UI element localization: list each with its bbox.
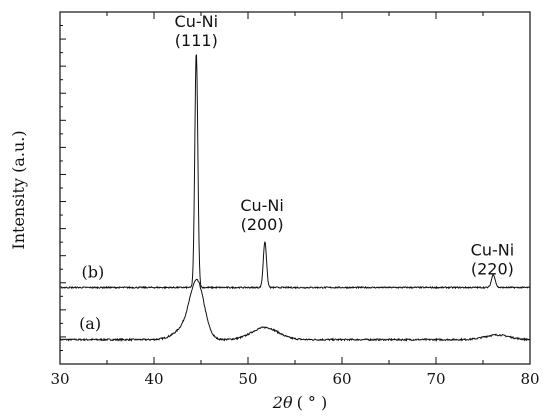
plot-frame bbox=[59, 11, 531, 365]
x-tick-label: 70 bbox=[426, 370, 445, 388]
x-axis-label-symbol: 2θ bbox=[272, 393, 293, 412]
series-group: (a) (b) bbox=[59, 54, 531, 343]
peak-annotation-index: (111) bbox=[175, 31, 218, 50]
x-tick-label: 30 bbox=[50, 370, 69, 388]
x-axis-label: 2θ( ° ) bbox=[272, 393, 327, 412]
x-tick-label: 50 bbox=[238, 370, 257, 388]
x-tick-label: 40 bbox=[144, 370, 163, 388]
axes: 30 40 50 60 70 80 bbox=[50, 11, 540, 388]
annotations: Cu-Ni(111)Cu-Ni(200)Cu-Ni(220) bbox=[175, 12, 515, 279]
peak-annotation-name: Cu-Ni bbox=[240, 196, 284, 215]
x-tick-label: 80 bbox=[520, 370, 539, 388]
y-axis-label: Intensity (a.u.) bbox=[9, 130, 28, 249]
series-line-a bbox=[59, 278, 531, 343]
curve-label: (b) bbox=[82, 262, 105, 281]
series-line-b bbox=[59, 54, 531, 290]
peak-annotation-index: (200) bbox=[241, 215, 284, 234]
x-axis-label-unit: ( ° ) bbox=[297, 393, 328, 412]
peak-annotation-name: Cu-Ni bbox=[175, 12, 219, 31]
peak-annotation-name: Cu-Ni bbox=[471, 241, 515, 260]
x-tick-label: 60 bbox=[332, 370, 351, 388]
curve-label: (a) bbox=[79, 314, 101, 333]
peak-annotation-index: (220) bbox=[471, 260, 514, 279]
